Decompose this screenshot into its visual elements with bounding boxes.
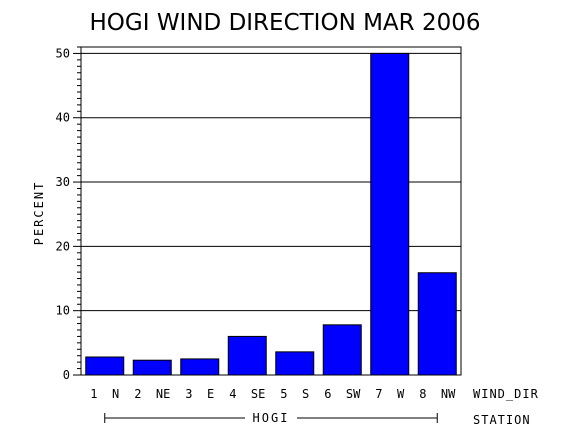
x-tick-label: 7 W [375,387,405,401]
bar [275,351,315,376]
y-tick-label: 20 [56,239,70,253]
y-axis-label: PERCENT [32,181,46,246]
y-axis-ticks: 0 10 20 30 40 50 [56,46,81,382]
x-tick-label: 2 NE [134,387,170,401]
group-dimension-label: STATION [473,413,531,427]
chart-title: HOGI WIND DIRECTION MAR 2006 [90,10,481,36]
y-tick-label: 50 [56,46,70,60]
bar [370,52,410,376]
axes [80,46,462,376]
y-tick-label: 0 [63,368,70,382]
bar [180,358,220,376]
x-dimension-label: WIND_DIR [473,387,539,401]
bar [227,335,267,376]
y-tick-label: 40 [56,111,70,125]
x-tick-label: 5 S [280,387,309,401]
station-group-bracket: HOGI [104,411,438,425]
x-tick-label: 6 SW [324,387,361,401]
x-tick-label: 3 E [185,387,214,401]
x-tick-label: 4 SE [229,387,265,401]
plot-frame [80,46,462,376]
y-tick-label: 30 [56,175,70,189]
bar [322,324,362,376]
x-axis-labels: 1 N 2 NE 3 E 4 SE 5 S 6 SW 7 W 8 NW [90,387,456,401]
bar [417,272,457,376]
x-tick-label: 8 NW [419,387,456,401]
bars [85,52,457,376]
bar [132,359,172,376]
station-group-label: HOGI [253,411,290,425]
bar [85,356,125,376]
y-tick-label: 10 [56,304,70,318]
x-tick-label: 1 N [90,387,119,401]
